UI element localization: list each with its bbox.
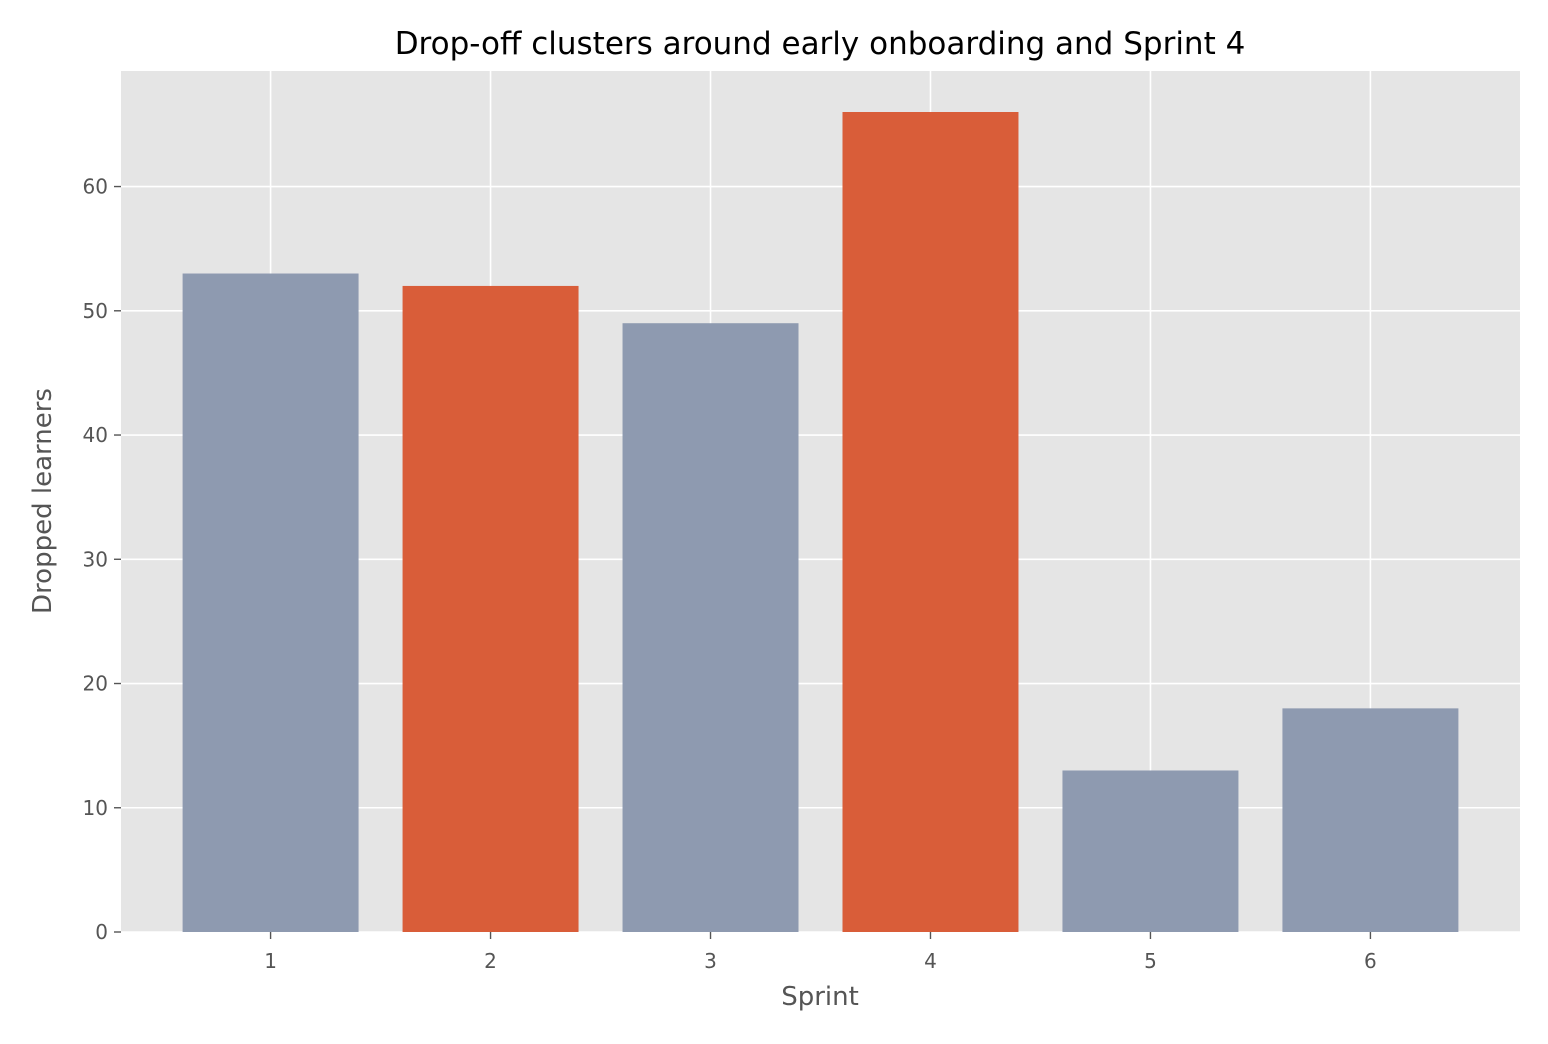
bar-sprint-5: [1062, 770, 1239, 932]
y-axis-label: Dropped learners: [28, 388, 58, 614]
bar-sprint-3: [622, 323, 799, 932]
x-tick-label: 1: [264, 949, 277, 973]
bars: [182, 112, 1459, 932]
y-tick-label: 20: [83, 672, 108, 696]
x-tick-label: 2: [484, 949, 497, 973]
x-tick-label: 4: [924, 949, 937, 973]
bar-sprint-6: [1282, 708, 1459, 932]
y-tick-label: 50: [83, 299, 108, 323]
y-tick-label: 40: [83, 423, 108, 447]
x-tick-label: 3: [704, 949, 717, 973]
x-tick-label: 5: [1144, 949, 1157, 973]
bar-sprint-1: [182, 273, 359, 932]
chart-title: Drop-off clusters around early onboardin…: [395, 26, 1246, 62]
bar-sprint-4: [842, 112, 1019, 932]
y-axis-ticks: 0 10 20 30 40 50 60: [83, 175, 121, 944]
y-tick-label: 30: [83, 547, 108, 571]
y-tick-label: 0: [95, 920, 108, 944]
y-tick-label: 60: [83, 175, 108, 199]
bar-sprint-2: [402, 285, 579, 932]
y-tick-label: 10: [83, 796, 108, 820]
x-tick-label: 6: [1364, 949, 1377, 973]
x-axis-label: Sprint: [781, 982, 859, 1012]
x-axis-ticks: 1 2 3 4 5 6: [264, 932, 1377, 973]
